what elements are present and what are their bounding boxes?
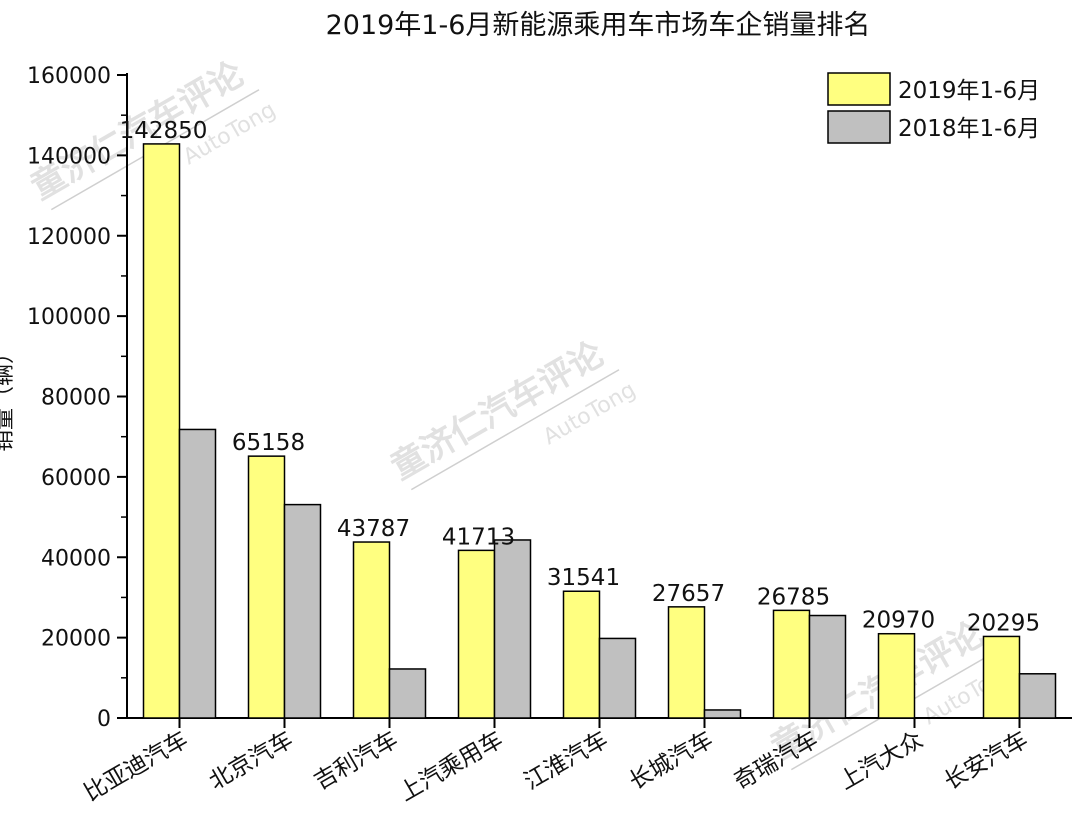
x-tick-label: 比亚迪汽车 bbox=[80, 727, 193, 807]
bar-2019 bbox=[457, 549, 496, 719]
plot-area: 0 20000 40000 60000 80000 100000 120000 140000 1… bbox=[27, 64, 1072, 807]
y-tick-label: 120000 bbox=[27, 225, 111, 250]
data-label: 65158 bbox=[232, 430, 305, 456]
bar-2018 bbox=[493, 539, 532, 719]
x-tick-label: 长城汽车 bbox=[625, 727, 718, 796]
data-label: 43787 bbox=[337, 516, 410, 542]
bar-2019 bbox=[247, 455, 286, 719]
bar-2018 bbox=[703, 709, 742, 719]
y-tick-label: 140000 bbox=[27, 144, 111, 169]
x-tick-label: 吉利汽车 bbox=[310, 727, 403, 796]
x-tick-label: 长安汽车 bbox=[940, 727, 1033, 796]
y-tick-label: 60000 bbox=[41, 466, 111, 491]
bar-2018 bbox=[808, 614, 847, 719]
y-tick-label: 40000 bbox=[41, 546, 111, 571]
y-tick-label: 100000 bbox=[27, 305, 111, 330]
bar-2018 bbox=[178, 428, 217, 719]
data-label: 20970 bbox=[862, 608, 935, 634]
bar-2018 bbox=[388, 668, 427, 719]
bar-2019 bbox=[352, 541, 391, 719]
bar-2019 bbox=[982, 635, 1021, 719]
x-tick-label: 北京汽车 bbox=[205, 727, 298, 796]
x-tick-label: 上汽乘用车 bbox=[395, 727, 508, 807]
data-label: 41713 bbox=[442, 524, 515, 550]
legend: 2019年1-6月 2018年1-6月 bbox=[827, 72, 1040, 144]
bar-2019 bbox=[772, 609, 811, 719]
data-label: 31541 bbox=[547, 565, 620, 591]
bar-2019 bbox=[877, 632, 916, 719]
bar-2018 bbox=[283, 503, 322, 719]
chart-title: 2019年1-6月新能源乘用车市场车企销量排名 bbox=[326, 10, 871, 41]
y-tick-label: 20000 bbox=[41, 627, 111, 652]
bar-2019 bbox=[142, 143, 181, 719]
legend-label: 2019年1-6月 bbox=[898, 78, 1040, 104]
data-label: 20295 bbox=[967, 610, 1040, 636]
bar-2019 bbox=[562, 590, 601, 719]
data-label: 27657 bbox=[652, 581, 725, 607]
y-tick-label: 160000 bbox=[27, 64, 111, 89]
bar-2018 bbox=[598, 637, 637, 719]
y-tick-label: 80000 bbox=[41, 386, 111, 411]
x-tick-label: 江淮汽车 bbox=[520, 727, 613, 796]
bar-2019 bbox=[667, 606, 706, 719]
legend-swatch bbox=[827, 72, 891, 106]
legend-label: 2018年1-6月 bbox=[898, 116, 1040, 142]
data-label: 26785 bbox=[757, 584, 830, 610]
legend-swatch bbox=[827, 110, 891, 144]
y-axis-label: 销量（辆） bbox=[0, 342, 17, 452]
data-label: 142850 bbox=[120, 118, 208, 144]
watermark-underline bbox=[410, 369, 620, 491]
y-tick-label: 0 bbox=[97, 707, 111, 732]
bar-2018 bbox=[1018, 673, 1057, 719]
